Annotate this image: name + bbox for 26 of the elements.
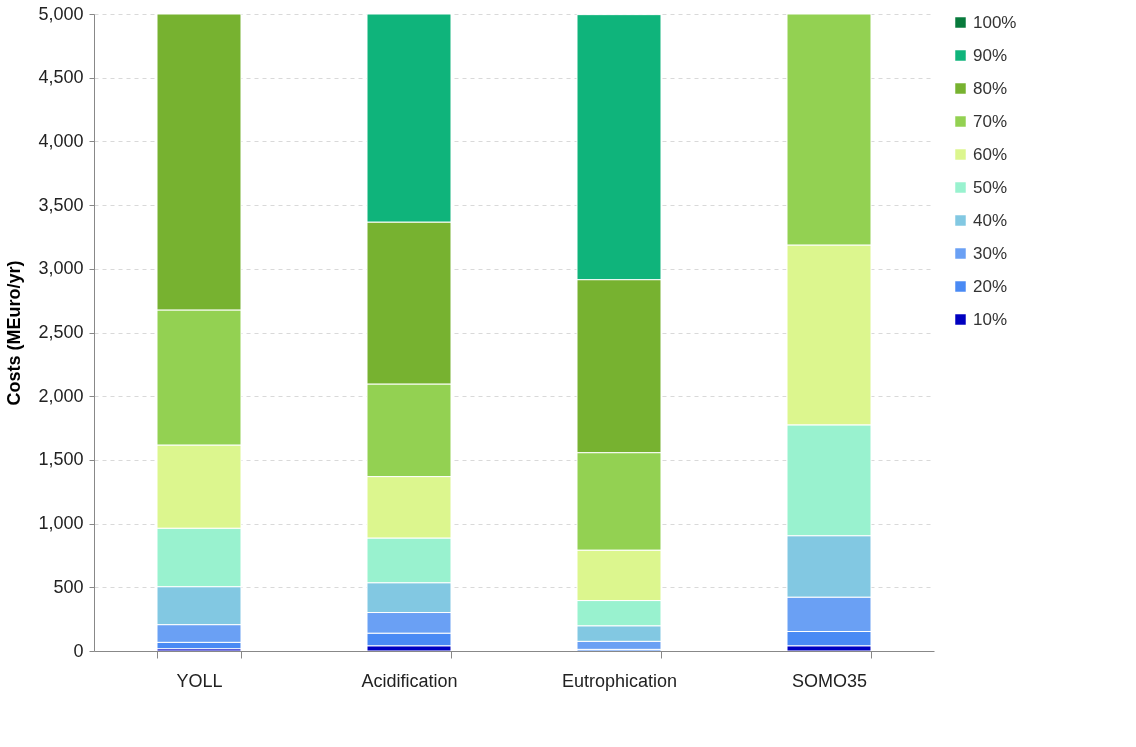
x-tick-label: SOMO35 xyxy=(791,670,868,691)
legend-label: 20% xyxy=(973,276,1008,296)
legend-label: 60% xyxy=(973,144,1008,164)
legend-label: 40% xyxy=(973,210,1008,230)
y-tick-label: 1,000 xyxy=(38,513,84,534)
y-tick-label: 4,000 xyxy=(38,130,84,151)
y-tick-label: 500 xyxy=(53,576,84,597)
y-tick-label: 3,000 xyxy=(38,258,84,279)
legend-label: 100% xyxy=(973,12,1017,32)
y-tick-label: 3,500 xyxy=(38,194,84,215)
x-tick-label: YOLL xyxy=(176,670,223,691)
y-axis-title: Costs (MEuro/yr) xyxy=(4,260,25,406)
legend-label: 90% xyxy=(973,45,1008,65)
x-tick-label: Acidification xyxy=(361,670,458,691)
x-tick-label: Eutrophication xyxy=(561,670,678,691)
y-tick-label: 1,500 xyxy=(38,449,84,470)
legend-label: 70% xyxy=(973,111,1008,131)
y-tick-label: 4,500 xyxy=(38,67,84,88)
legend-label: 50% xyxy=(973,177,1008,197)
legend-label: 10% xyxy=(973,309,1008,329)
legend-label: 30% xyxy=(973,243,1008,263)
y-tick-label: 2,000 xyxy=(38,385,84,406)
y-tick-label: 5,000 xyxy=(38,3,84,24)
y-tick-label: 2,500 xyxy=(38,322,84,342)
legend-label: 80% xyxy=(973,78,1008,98)
y-tick-label: 0 xyxy=(73,640,84,661)
